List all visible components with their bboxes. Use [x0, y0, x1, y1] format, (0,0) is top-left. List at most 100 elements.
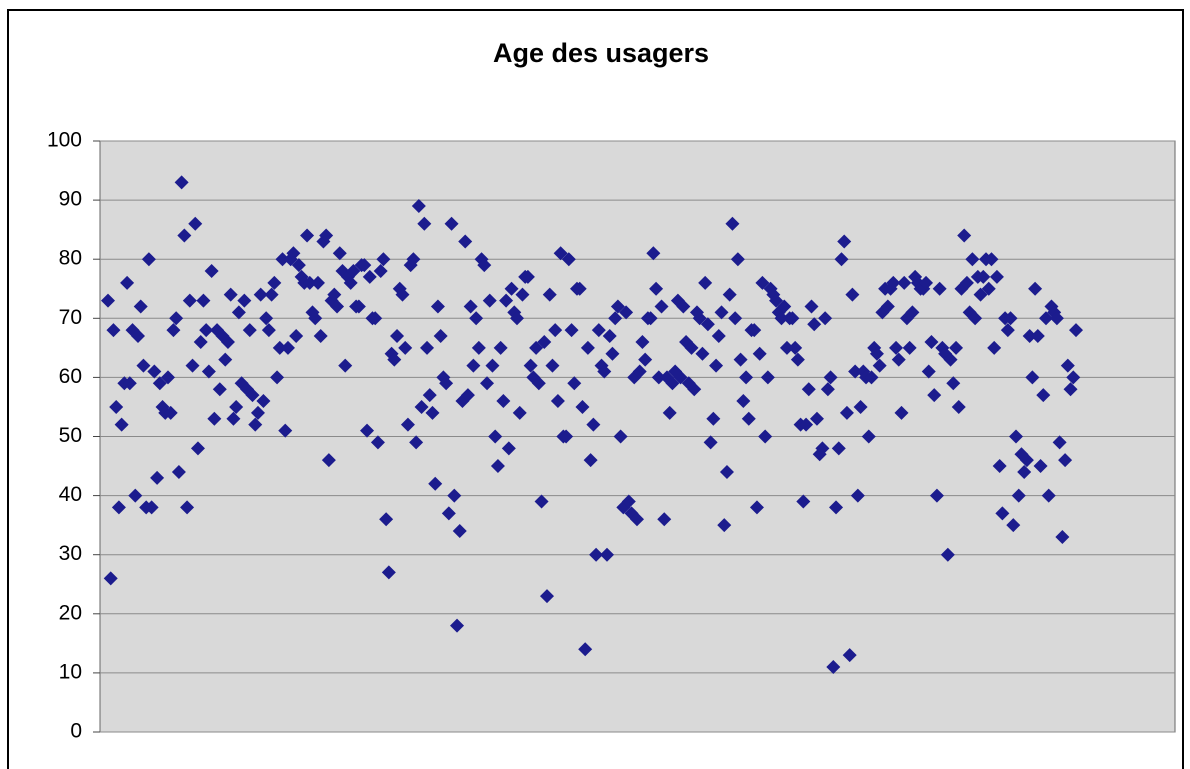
data-point	[959, 275, 974, 290]
data-point	[752, 346, 767, 361]
data-point	[242, 323, 257, 338]
data-point	[420, 340, 435, 355]
data-point	[722, 287, 737, 302]
data-point	[414, 399, 429, 414]
data-point	[815, 441, 830, 456]
data-point	[578, 642, 593, 657]
data-point	[226, 411, 241, 426]
data-point	[1011, 488, 1026, 503]
data-point	[1025, 370, 1040, 385]
data-point	[499, 293, 514, 308]
data-point	[553, 246, 568, 261]
data-point	[995, 506, 1010, 521]
data-point	[965, 252, 980, 267]
data-point	[376, 252, 391, 267]
data-point	[313, 329, 328, 344]
data-point	[163, 405, 178, 420]
data-point	[343, 275, 358, 290]
data-point	[373, 264, 388, 279]
data-point	[447, 488, 462, 503]
data-point	[136, 358, 151, 373]
data-point	[602, 329, 617, 344]
data-point	[430, 299, 445, 314]
data-point	[1006, 518, 1021, 533]
data-point	[406, 252, 421, 267]
data-point	[559, 429, 574, 444]
data-point	[193, 334, 208, 349]
data-point	[466, 358, 481, 373]
data-point	[605, 346, 620, 361]
data-point	[542, 287, 557, 302]
data-point	[834, 252, 849, 267]
data-point	[714, 305, 729, 320]
data-point	[120, 275, 135, 290]
data-point	[575, 399, 590, 414]
data-point	[850, 488, 865, 503]
data-point	[490, 459, 505, 474]
y-tick-label: 80	[59, 247, 82, 270]
data-point	[1014, 447, 1029, 462]
data-point	[319, 228, 334, 243]
data-point	[687, 382, 702, 397]
data-point	[820, 382, 835, 397]
data-point	[368, 311, 383, 326]
data-point	[837, 234, 852, 249]
data-point	[150, 470, 165, 485]
data-point	[409, 435, 424, 450]
data-point	[275, 252, 290, 267]
data-point	[572, 281, 587, 296]
data-point	[177, 228, 192, 243]
data-point	[531, 376, 546, 391]
data-point	[1009, 429, 1024, 444]
data-point	[651, 370, 666, 385]
data-point	[1060, 358, 1075, 373]
data-point	[510, 311, 525, 326]
data-point	[130, 329, 145, 344]
data-point	[101, 293, 115, 308]
data-point	[758, 429, 773, 444]
data-point	[223, 287, 238, 302]
data-point	[362, 269, 377, 284]
data-point	[728, 311, 743, 326]
data-point	[444, 216, 459, 231]
data-point	[804, 299, 819, 314]
data-point	[450, 618, 465, 633]
y-tick-label: 60	[59, 365, 82, 388]
data-point	[207, 411, 222, 426]
data-point	[848, 364, 863, 379]
data-point	[1030, 329, 1045, 344]
data-point	[302, 275, 317, 290]
data-point	[924, 334, 939, 349]
data-point	[561, 252, 576, 267]
data-point	[823, 370, 838, 385]
data-point	[818, 311, 833, 326]
data-point	[717, 518, 732, 533]
data-point	[201, 364, 216, 379]
data-point	[583, 453, 598, 468]
data-point	[171, 464, 186, 479]
data-point	[122, 376, 137, 391]
data-point	[501, 441, 516, 456]
data-point	[842, 648, 857, 663]
data-point	[597, 364, 612, 379]
data-point	[700, 317, 715, 332]
data-point	[905, 305, 920, 320]
data-point	[673, 370, 688, 385]
data-point	[310, 275, 325, 290]
data-point	[733, 352, 748, 367]
data-point	[103, 571, 118, 586]
data-point	[739, 370, 754, 385]
data-point	[332, 246, 347, 261]
data-point	[662, 405, 677, 420]
data-point	[428, 476, 443, 491]
data-point	[1033, 459, 1048, 474]
data-point	[779, 340, 794, 355]
data-point	[635, 334, 650, 349]
data-point	[190, 441, 205, 456]
data-point	[799, 417, 814, 432]
data-point	[387, 352, 402, 367]
data-point	[261, 323, 276, 338]
data-point	[147, 364, 162, 379]
data-point	[665, 376, 680, 391]
data-point	[725, 216, 740, 231]
